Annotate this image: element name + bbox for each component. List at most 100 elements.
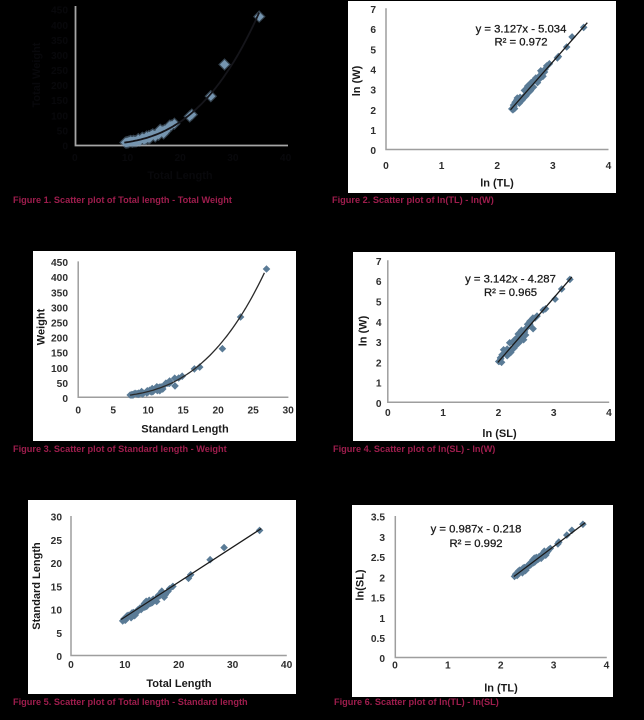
svg-text:5: 5 [370, 45, 376, 56]
svg-text:450: 450 [51, 6, 68, 17]
svg-text:6: 6 [376, 277, 382, 288]
svg-text:40: 40 [281, 660, 293, 671]
svg-text:2: 2 [496, 408, 502, 419]
svg-text:100: 100 [51, 111, 68, 122]
svg-text:10: 10 [122, 153, 134, 164]
svg-text:5: 5 [376, 298, 382, 309]
svg-text:20: 20 [213, 406, 225, 417]
svg-text:1: 1 [379, 614, 385, 625]
svg-text:0: 0 [56, 652, 62, 663]
svg-text:2.5: 2.5 [371, 553, 385, 564]
svg-text:30: 30 [227, 153, 239, 164]
svg-text:6: 6 [370, 25, 376, 36]
svg-text:2: 2 [494, 161, 500, 172]
svg-text:3: 3 [551, 661, 557, 672]
svg-text:1: 1 [439, 161, 445, 172]
svg-text:2: 2 [498, 661, 504, 672]
svg-text:20: 20 [173, 660, 185, 671]
svg-text:2: 2 [376, 358, 382, 369]
svg-text:R² = 0.972: R² = 0.972 [494, 37, 547, 49]
svg-text:y = 3.127x - 5.034: y = 3.127x - 5.034 [476, 24, 567, 36]
svg-text:7: 7 [370, 5, 376, 16]
svg-text:400: 400 [51, 273, 68, 284]
svg-text:150: 150 [51, 349, 68, 360]
svg-text:y = 3.142x - 4.287: y = 3.142x - 4.287 [465, 274, 556, 286]
svg-text:250: 250 [51, 66, 68, 77]
svg-text:4: 4 [606, 408, 612, 419]
svg-text:25: 25 [248, 406, 260, 417]
svg-text:Standard Length: Standard Length [141, 424, 229, 436]
svg-text:300: 300 [51, 303, 68, 314]
svg-text:5: 5 [56, 629, 62, 640]
svg-text:Standard Length: Standard Length [31, 542, 43, 630]
svg-text:ln (SL): ln (SL) [482, 428, 517, 440]
svg-text:30: 30 [227, 660, 239, 671]
svg-text:10: 10 [51, 606, 63, 617]
svg-text:1: 1 [370, 126, 376, 137]
svg-text:0: 0 [370, 146, 376, 157]
svg-text:10: 10 [143, 406, 155, 417]
svg-text:ln (W): ln (W) [351, 65, 363, 96]
svg-text:1: 1 [440, 408, 446, 419]
svg-text:ln (W): ln (W) [358, 315, 370, 346]
svg-text:5: 5 [110, 406, 116, 417]
svg-text:0: 0 [68, 660, 74, 671]
svg-text:7: 7 [376, 257, 382, 268]
svg-text:Total Length: Total Length [146, 678, 211, 690]
svg-text:ln(SL): ln(SL) [355, 569, 367, 600]
svg-text:0: 0 [385, 408, 391, 419]
svg-text:0: 0 [62, 394, 68, 405]
svg-text:1: 1 [376, 379, 382, 390]
svg-text:250: 250 [51, 319, 68, 330]
svg-text:40: 40 [280, 153, 292, 164]
svg-text:300: 300 [51, 51, 68, 62]
svg-text:4: 4 [604, 661, 610, 672]
svg-text:2: 2 [379, 573, 385, 584]
svg-text:3: 3 [370, 86, 376, 97]
svg-text:30: 30 [51, 513, 63, 524]
svg-text:4: 4 [376, 318, 382, 329]
svg-text:y = 0.987x - 0.218: y = 0.987x - 0.218 [431, 524, 522, 536]
svg-text:400: 400 [51, 21, 68, 32]
svg-text:30: 30 [283, 406, 295, 417]
svg-text:200: 200 [51, 81, 68, 92]
svg-text:20: 20 [175, 153, 187, 164]
svg-text:50: 50 [57, 126, 69, 137]
svg-text:20: 20 [51, 559, 63, 570]
svg-text:2: 2 [370, 106, 376, 117]
svg-text:0: 0 [72, 153, 78, 164]
svg-text:ln (TL): ln (TL) [484, 683, 518, 695]
svg-text:3: 3 [550, 161, 556, 172]
svg-text:450: 450 [51, 258, 68, 269]
svg-text:Total Length: Total Length [147, 170, 212, 182]
svg-text:Total Weight: Total Weight [31, 42, 43, 107]
svg-text:100: 100 [51, 364, 68, 375]
svg-text:0: 0 [62, 142, 68, 153]
svg-text:350: 350 [51, 36, 68, 47]
svg-text:0: 0 [376, 399, 382, 410]
svg-text:1: 1 [445, 661, 451, 672]
svg-text:10: 10 [119, 660, 131, 671]
svg-text:15: 15 [51, 582, 63, 593]
svg-text:R² = 0.992: R² = 0.992 [449, 538, 502, 550]
svg-text:0: 0 [383, 161, 389, 172]
svg-text:3: 3 [376, 338, 382, 349]
svg-text:1.5: 1.5 [371, 594, 385, 605]
svg-text:50: 50 [57, 379, 69, 390]
svg-text:0.5: 0.5 [371, 634, 385, 645]
svg-text:150: 150 [51, 96, 68, 107]
svg-text:0: 0 [392, 661, 398, 672]
svg-text:3: 3 [551, 408, 557, 419]
svg-text:0: 0 [75, 406, 81, 417]
svg-text:200: 200 [51, 334, 68, 345]
svg-text:4: 4 [370, 66, 376, 77]
svg-text:ln (TL): ln (TL) [480, 178, 514, 190]
svg-text:3.5: 3.5 [371, 513, 385, 524]
svg-text:350: 350 [51, 288, 68, 299]
svg-text:R² = 0.965: R² = 0.965 [484, 287, 537, 299]
svg-text:0: 0 [379, 654, 385, 665]
svg-text:15: 15 [178, 406, 190, 417]
svg-text:4: 4 [606, 161, 612, 172]
svg-text:Weight: Weight [35, 308, 47, 345]
svg-text:25: 25 [51, 536, 63, 547]
